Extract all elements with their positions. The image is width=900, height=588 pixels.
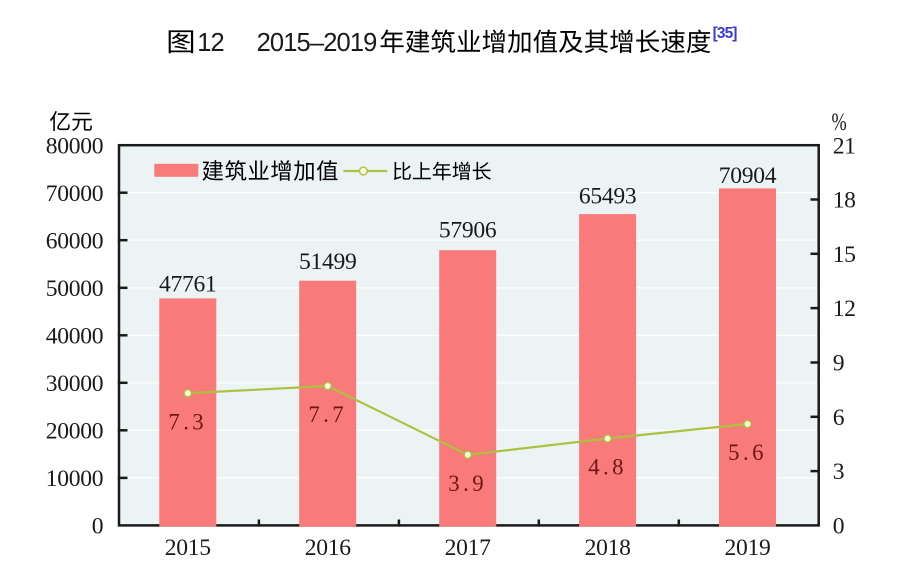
svg-text:12: 12 xyxy=(197,29,224,57)
svg-text:47761: 47761 xyxy=(159,272,217,298)
svg-text:10000: 10000 xyxy=(46,466,104,492)
svg-text:20000: 20000 xyxy=(46,418,104,444)
svg-text:2017: 2017 xyxy=(445,535,491,561)
svg-text:2015: 2015 xyxy=(165,535,211,561)
svg-text:3: 3 xyxy=(833,459,845,485)
svg-text:57906: 57906 xyxy=(439,218,497,244)
svg-text:12: 12 xyxy=(833,296,856,322)
svg-text:70000: 70000 xyxy=(46,181,104,207)
svg-text:51499: 51499 xyxy=(299,249,357,275)
svg-text:40000: 40000 xyxy=(46,323,104,349)
svg-text:18: 18 xyxy=(833,188,856,214)
svg-text:0: 0 xyxy=(833,514,845,540)
svg-text:%: % xyxy=(832,108,847,135)
svg-text:70904: 70904 xyxy=(719,163,777,189)
svg-text:65493: 65493 xyxy=(579,184,637,210)
svg-text:0: 0 xyxy=(92,514,104,540)
svg-text:15: 15 xyxy=(833,242,856,268)
svg-text:3.9: 3.9 xyxy=(448,471,487,496)
svg-text:7.3: 7.3 xyxy=(168,409,207,434)
svg-text:30000: 30000 xyxy=(46,371,104,397)
svg-text:2018: 2018 xyxy=(585,535,631,561)
svg-text:2016: 2016 xyxy=(305,535,351,561)
svg-text:50000: 50000 xyxy=(46,276,104,302)
svg-text:80000: 80000 xyxy=(46,133,104,159)
svg-text:6: 6 xyxy=(833,405,845,431)
svg-text:60000: 60000 xyxy=(46,228,104,254)
svg-text:4.8: 4.8 xyxy=(588,455,627,480)
svg-text:9: 9 xyxy=(833,351,845,377)
svg-text:7.7: 7.7 xyxy=(308,402,347,427)
svg-text:2015–2019: 2015–2019 xyxy=(257,29,377,57)
svg-text:[35]: [35] xyxy=(713,25,738,42)
svg-text:5.6: 5.6 xyxy=(728,440,767,465)
svg-text:2019: 2019 xyxy=(725,535,771,561)
svg-text:21: 21 xyxy=(833,133,856,159)
